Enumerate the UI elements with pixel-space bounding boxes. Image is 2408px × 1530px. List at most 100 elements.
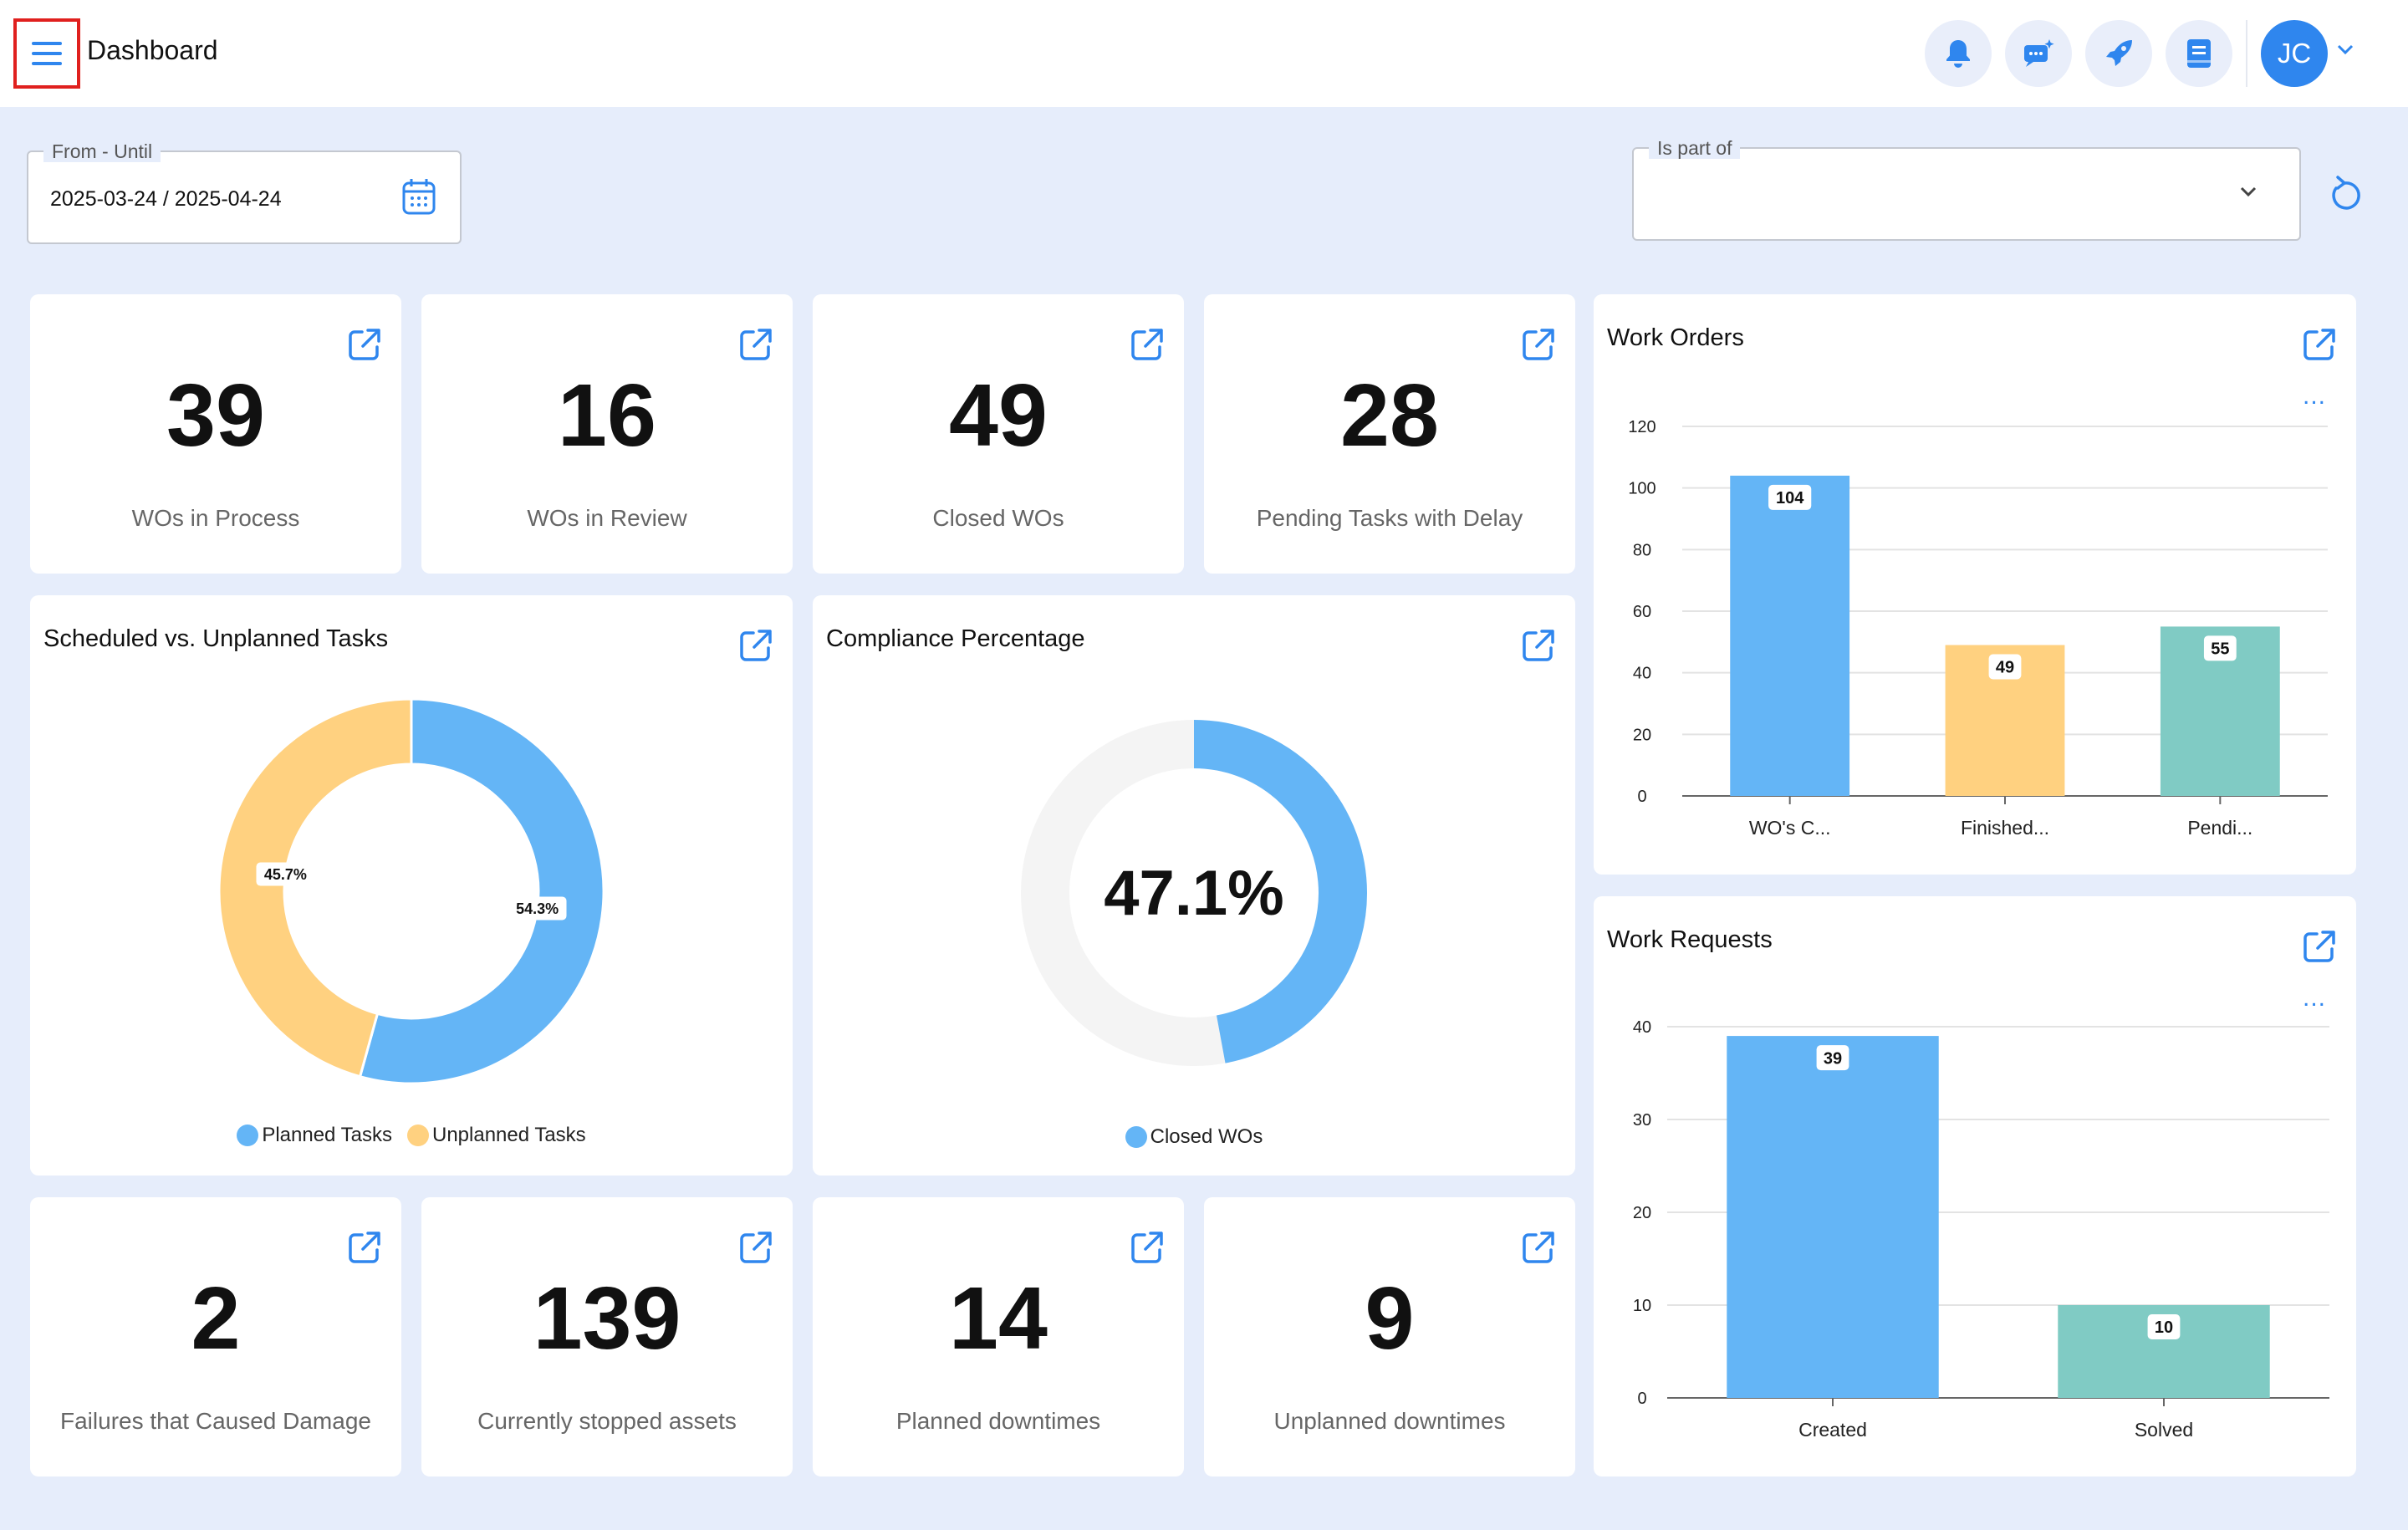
kpi-label: Closed WOs bbox=[932, 505, 1064, 531]
slice-label: 45.7% bbox=[264, 866, 307, 883]
chat-button[interactable] bbox=[2005, 20, 2072, 87]
legend-label: Closed WOs bbox=[1150, 1125, 1263, 1148]
kpi-label: Failures that Caused Damage bbox=[60, 1408, 371, 1434]
external-link-icon[interactable] bbox=[1129, 1229, 1166, 1266]
slice-label: 54.3% bbox=[516, 900, 559, 917]
compliance-donut: 47.1% bbox=[1021, 720, 1367, 1066]
y-tick-label: 80 bbox=[1633, 541, 1651, 559]
external-link-icon[interactable] bbox=[737, 326, 774, 363]
notes-icon bbox=[2187, 39, 2211, 68]
calendar-icon[interactable] bbox=[401, 177, 436, 216]
whats-new-button[interactable] bbox=[2085, 20, 2152, 87]
chevron-down-icon[interactable] bbox=[2239, 186, 2258, 197]
bar-value-label: 104 bbox=[1776, 489, 1804, 507]
notes-button[interactable] bbox=[2166, 20, 2232, 87]
external-link-icon[interactable] bbox=[737, 1229, 774, 1266]
x-tick-label: Created bbox=[1798, 1419, 1867, 1441]
notifications-button[interactable] bbox=[1925, 20, 1992, 87]
header-divider bbox=[2246, 20, 2247, 87]
kpi-value: 39 bbox=[166, 366, 265, 465]
kpi-card-stopped-assets: 139 Currently stopped assets bbox=[421, 1197, 793, 1476]
bar bbox=[1730, 475, 1850, 796]
menu-button[interactable] bbox=[13, 18, 80, 89]
kpi-card-pending-tasks-delay: 28 Pending Tasks with Delay bbox=[1204, 294, 1575, 574]
card-title: Work Requests bbox=[1607, 926, 1773, 953]
external-link-icon[interactable] bbox=[737, 627, 774, 664]
work-orders-card: Work Orders ... 0 20 40 60 80 100 120 104 WO's C… bbox=[1594, 294, 2356, 875]
y-tick-label: 0 bbox=[1637, 1390, 1646, 1408]
chart-legend: Planned Tasks Unplanned Tasks bbox=[30, 1124, 793, 1147]
user-avatar[interactable]: JC bbox=[2261, 20, 2328, 87]
bar-value-label-bg bbox=[1768, 484, 1812, 510]
scheduled-vs-unplanned-card: Scheduled vs. Unplanned Tasks 54.3% 45.7%… bbox=[30, 595, 793, 1176]
legend-item-closed-wos[interactable]: Closed WOs bbox=[1125, 1125, 1263, 1149]
donut-slice bbox=[358, 697, 605, 1085]
kpi-label: Currently stopped assets bbox=[477, 1408, 737, 1434]
x-tick-label: Solved bbox=[2135, 1419, 2193, 1441]
y-tick-label: 40 bbox=[1633, 665, 1651, 683]
legend-swatch bbox=[406, 1125, 429, 1146]
kpi-label: WOs in Process bbox=[131, 505, 300, 531]
external-link-icon[interactable] bbox=[1520, 326, 1557, 363]
card-title: Compliance Percentage bbox=[826, 625, 1085, 652]
date-range-field[interactable]: From - Until 2025-03-24 / 2025-04-24 bbox=[27, 140, 462, 244]
bar-value-label-bg bbox=[1816, 1045, 1849, 1071]
top-bar: Dashboard JC bbox=[0, 0, 2408, 107]
kpi-value: 2 bbox=[191, 1269, 241, 1368]
external-link-icon[interactable] bbox=[346, 326, 383, 363]
date-range-value: 2025-03-24 / 2025-04-24 bbox=[50, 187, 282, 211]
compliance-card: Compliance Percentage 47.1% Closed WOs bbox=[813, 595, 1575, 1176]
kpi-label: WOs in Review bbox=[527, 505, 687, 531]
bell-icon bbox=[1946, 40, 1970, 68]
kpi-value: 14 bbox=[949, 1269, 1048, 1368]
kpi-value: 28 bbox=[1340, 366, 1439, 465]
date-range-label: From - Until bbox=[43, 140, 161, 162]
center-label: 47.1% bbox=[1104, 858, 1284, 929]
external-link-icon[interactable] bbox=[1129, 326, 1166, 363]
more-options-button[interactable]: ... bbox=[2302, 382, 2326, 410]
kpi-card-unplanned-downtimes: 9 Unplanned downtimes bbox=[1204, 1197, 1575, 1476]
work-requests-card: Work Requests ... 0 10 20 30 40 39 Created 10 So… bbox=[1594, 896, 2356, 1476]
kpi-card-planned-downtimes: 14 Planned downtimes bbox=[813, 1197, 1184, 1476]
kpi-card-failures-damage: 2 Failures that Caused Damage bbox=[30, 1197, 401, 1476]
external-link-icon[interactable] bbox=[1520, 627, 1557, 664]
external-link-icon[interactable] bbox=[1520, 1229, 1557, 1266]
refresh-icon[interactable] bbox=[2328, 174, 2365, 214]
chevron-down-icon[interactable] bbox=[2336, 43, 2354, 55]
is-part-of-label: Is part of bbox=[1649, 137, 1741, 159]
rocket-icon bbox=[2106, 40, 2132, 66]
kpi-value: 9 bbox=[1365, 1269, 1415, 1368]
chart-legend: Closed WOs bbox=[813, 1125, 1575, 1149]
card-title: Scheduled vs. Unplanned Tasks bbox=[43, 625, 389, 652]
y-tick-label: 0 bbox=[1637, 788, 1646, 806]
bar-value-label-bg bbox=[2147, 1314, 2181, 1339]
bar-value-label: 55 bbox=[2211, 640, 2229, 659]
is-part-of-select[interactable]: Is part of bbox=[1632, 137, 2301, 241]
y-tick-label: 30 bbox=[1633, 1111, 1651, 1130]
external-link-icon[interactable] bbox=[2301, 928, 2338, 965]
kpi-label: Planned downtimes bbox=[895, 1408, 1101, 1434]
y-tick-label: 20 bbox=[1633, 726, 1651, 744]
bar-value-label: 10 bbox=[2155, 1318, 2173, 1337]
legend-label: Planned Tasks bbox=[262, 1124, 392, 1146]
kpi-value: 49 bbox=[949, 366, 1048, 465]
y-tick-label: 40 bbox=[1633, 1018, 1651, 1037]
chat-icon bbox=[2024, 39, 2054, 67]
y-tick-label: 120 bbox=[1628, 418, 1656, 436]
kpi-card-wos-in-process: 39 WOs in Process bbox=[30, 294, 401, 574]
external-link-icon[interactable] bbox=[346, 1229, 383, 1266]
bar bbox=[1727, 1036, 1939, 1398]
menu-icon bbox=[32, 42, 62, 65]
more-options-button[interactable]: ... bbox=[2302, 984, 2326, 1012]
slice-label-bg bbox=[256, 862, 315, 886]
legend-item-planned[interactable]: Planned Tasks bbox=[237, 1124, 392, 1147]
donut-slice bbox=[217, 697, 413, 1079]
external-link-icon[interactable] bbox=[2301, 326, 2338, 363]
legend-item-unplanned[interactable]: Unplanned Tasks bbox=[406, 1124, 586, 1147]
scheduled-vs-unplanned-donut: 54.3% 45.7% bbox=[217, 697, 605, 1085]
y-tick-label: 100 bbox=[1628, 480, 1656, 498]
legend-swatch bbox=[1125, 1126, 1147, 1148]
card-title: Work Orders bbox=[1607, 324, 1744, 351]
donut-slice bbox=[1193, 720, 1367, 1063]
legend-label: Unplanned Tasks bbox=[431, 1124, 586, 1146]
